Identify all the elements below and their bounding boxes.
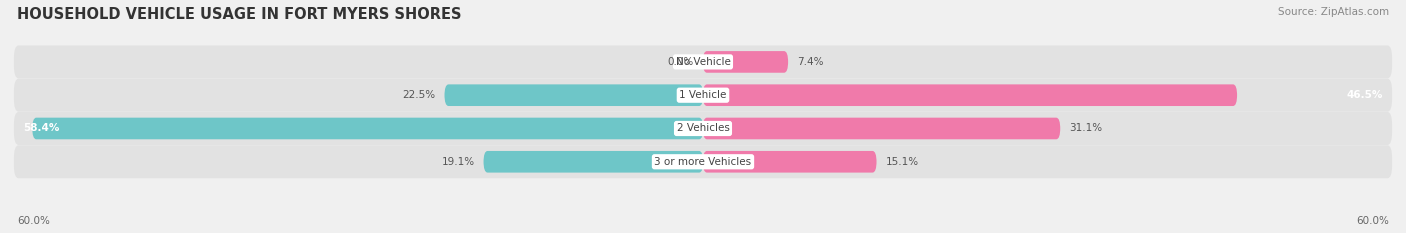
Text: 3 or more Vehicles: 3 or more Vehicles	[654, 157, 752, 167]
FancyBboxPatch shape	[703, 118, 1060, 139]
FancyBboxPatch shape	[14, 145, 1392, 178]
Text: No Vehicle: No Vehicle	[675, 57, 731, 67]
Text: 2 Vehicles: 2 Vehicles	[676, 123, 730, 134]
Text: 22.5%: 22.5%	[402, 90, 436, 100]
Text: HOUSEHOLD VEHICLE USAGE IN FORT MYERS SHORES: HOUSEHOLD VEHICLE USAGE IN FORT MYERS SH…	[17, 7, 461, 22]
FancyBboxPatch shape	[703, 51, 789, 73]
FancyBboxPatch shape	[703, 151, 876, 173]
Text: 15.1%: 15.1%	[886, 157, 918, 167]
FancyBboxPatch shape	[703, 84, 1237, 106]
Text: 31.1%: 31.1%	[1070, 123, 1102, 134]
Text: 1 Vehicle: 1 Vehicle	[679, 90, 727, 100]
FancyBboxPatch shape	[14, 45, 1392, 78]
Text: 60.0%: 60.0%	[17, 216, 49, 226]
FancyBboxPatch shape	[484, 151, 703, 173]
Text: Source: ZipAtlas.com: Source: ZipAtlas.com	[1278, 7, 1389, 17]
Text: 7.4%: 7.4%	[797, 57, 824, 67]
Text: 19.1%: 19.1%	[441, 157, 474, 167]
Text: 0.0%: 0.0%	[668, 57, 693, 67]
FancyBboxPatch shape	[444, 84, 703, 106]
Text: 46.5%: 46.5%	[1347, 90, 1382, 100]
Text: 60.0%: 60.0%	[1357, 216, 1389, 226]
FancyBboxPatch shape	[32, 118, 703, 139]
FancyBboxPatch shape	[14, 79, 1392, 112]
Text: 58.4%: 58.4%	[24, 123, 59, 134]
FancyBboxPatch shape	[14, 112, 1392, 145]
